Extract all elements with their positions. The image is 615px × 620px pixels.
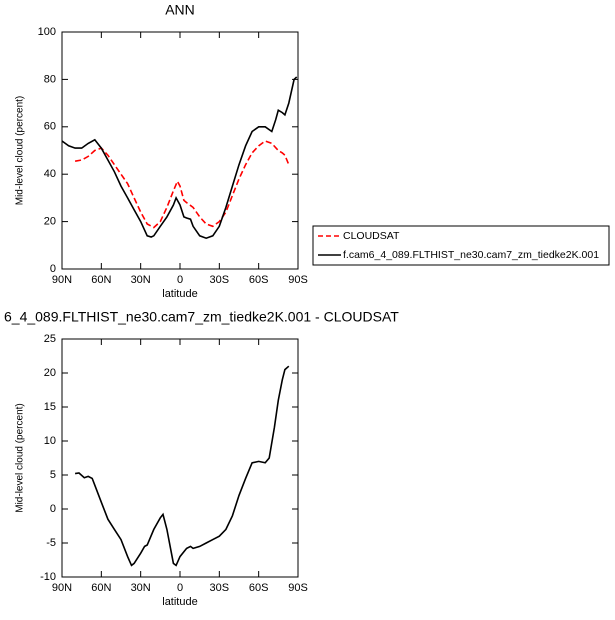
plot-frame [61, 338, 299, 578]
chart-title: 6_4_089.FLTHIST_ne30.cam7_zm_tiedke2K.00… [4, 309, 399, 325]
y-tick-label: -10 [40, 571, 56, 583]
x-tick-label: 60S [249, 582, 269, 594]
y-tick-label: 0 [50, 263, 56, 275]
y-tick-label: -5 [46, 537, 56, 549]
legend-label: f.cam6_4_089.FLTHIST_ne30.cam7_zm_tiedke… [343, 249, 599, 261]
y-tick-label: 25 [44, 333, 56, 345]
x-axis-label: latitude [162, 288, 197, 300]
y-axis-label: Mid-level cloud (percent) [15, 96, 26, 206]
x-tick-label: 90N [52, 274, 72, 286]
y-tick-label: 100 [38, 26, 56, 38]
y-tick-label: 15 [44, 401, 56, 413]
y-tick-label: 5 [50, 469, 56, 481]
x-tick-label: 0 [177, 274, 183, 286]
y-axis-label: Mid-level cloud (percent) [15, 403, 26, 513]
x-tick-label: 30S [210, 582, 230, 594]
x-tick-label: 30N [131, 274, 151, 286]
y-tick-label: 60 [44, 121, 56, 133]
series-line [61, 76, 298, 240]
series-line [74, 365, 290, 567]
y-tick-label: 20 [44, 216, 56, 228]
x-tick-label: 90S [288, 582, 308, 594]
y-tick-label: 40 [44, 168, 56, 180]
x-axis-label: latitude [162, 596, 197, 608]
plot-frame [61, 31, 299, 270]
x-tick-label: 90N [52, 582, 72, 594]
legend-label: CLOUDSAT [343, 230, 400, 242]
x-tick-label: 30N [131, 582, 151, 594]
x-tick-label: 60N [91, 274, 111, 286]
chart-title: ANN [165, 2, 195, 18]
y-tick-label: 10 [44, 435, 56, 447]
x-tick-label: 90S [288, 274, 308, 286]
x-tick-label: 60S [249, 274, 269, 286]
y-tick-label: 20 [44, 367, 56, 379]
y-tick-label: 80 [44, 73, 56, 85]
y-tick-label: 0 [50, 503, 56, 515]
series-line [74, 140, 290, 229]
x-tick-label: 60N [91, 582, 111, 594]
x-tick-label: 0 [177, 582, 183, 594]
legend-box [312, 225, 610, 266]
x-tick-label: 30S [210, 274, 230, 286]
